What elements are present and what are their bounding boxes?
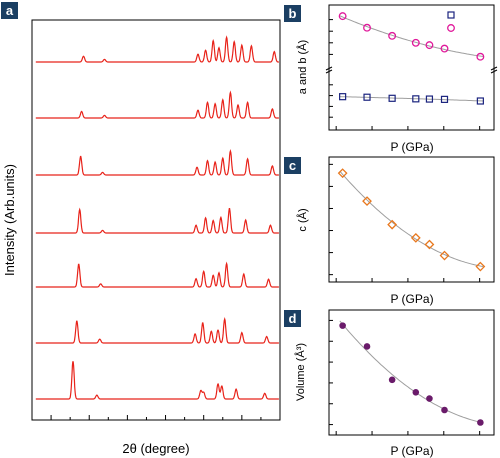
point-b-2: [388, 31, 397, 40]
point-c-1: [362, 196, 372, 207]
panel-b-frame: [328, 4, 495, 131]
point-volume-5: [441, 406, 448, 414]
point-c-0: [337, 168, 348, 179]
svg-text:d: d: [289, 311, 297, 326]
xrd-trace-4: [35, 261, 279, 288]
panel-b-ylabel: a and b (Å): [296, 40, 309, 94]
fit-curve-a: [339, 96, 484, 102]
point-b-6: [476, 52, 485, 61]
panel-c-xlabel: P (GPa): [390, 292, 433, 306]
panel-a-ylabel: Intensity (Arb.units): [2, 164, 17, 276]
svg-text:c (Å): c (Å): [296, 208, 309, 231]
point-a-1: [363, 93, 371, 101]
xrd-trace-5: [35, 317, 279, 344]
panel-c-frame: [328, 156, 495, 283]
axis-break-right: [490, 69, 498, 74]
panel-a-plot: [31, 35, 281, 420]
fit-curve-d: [339, 320, 484, 424]
xrd-trace-6: [35, 361, 279, 400]
panel-label-b: b: [284, 5, 301, 22]
point-c-4: [424, 239, 435, 250]
panel-label-c: c: [284, 157, 301, 174]
fit-curve-b: [339, 15, 484, 57]
xrd-trace-1: [35, 90, 279, 119]
point-a-2: [388, 94, 396, 102]
point-a-6: [476, 97, 484, 105]
legend-marker-a: [447, 11, 455, 19]
point-b-1: [363, 23, 371, 32]
panel-d-frame: [328, 309, 495, 436]
panel-d-xlabel: P (GPa): [390, 444, 433, 458]
point-volume-4: [426, 395, 433, 402]
panel-c-plot: [329, 163, 486, 282]
panel-b-xlabel: P (GPa): [390, 140, 433, 154]
point-c-6: [475, 261, 486, 272]
point-c-2: [387, 219, 398, 230]
point-a-3: [412, 95, 420, 103]
xrd-trace-3: [35, 207, 279, 234]
axis-break-left: [325, 69, 333, 74]
svg-text:a and b (Å): a and b (Å): [296, 40, 309, 94]
point-b-5: [440, 44, 449, 53]
panel-a-frame: [31, 19, 281, 421]
point-b-3: [411, 38, 420, 47]
xrd-trace-0: [35, 35, 279, 63]
point-b-4: [425, 41, 434, 50]
point-a-4: [425, 95, 434, 103]
point-volume-6: [477, 419, 484, 426]
xrd-trace-2: [35, 149, 279, 176]
point-b-0: [338, 12, 347, 21]
svg-text:b: b: [289, 6, 297, 21]
panel-label-a: a: [1, 2, 18, 19]
panel-d-ylabel: Volume (Å³): [294, 343, 307, 401]
point-c-3: [410, 232, 421, 243]
fit-curve-c: [339, 170, 484, 268]
axis-break-left: [325, 66, 333, 71]
point-a-5: [440, 95, 449, 103]
legend-marker-b: [447, 24, 455, 32]
point-c-5: [439, 250, 450, 261]
axis-break-right: [490, 66, 498, 71]
panel-label-d: d: [284, 310, 301, 327]
svg-text:Volume (Å³): Volume (Å³): [294, 343, 307, 401]
point-a-0: [339, 93, 347, 101]
svg-text:a: a: [6, 3, 14, 18]
point-volume-1: [363, 343, 371, 350]
panel-b-plot: [325, 11, 498, 130]
point-volume-3: [412, 388, 420, 396]
panel-d-plot: [329, 319, 484, 435]
panel-a-xlabel: 2θ (degree): [122, 441, 189, 456]
svg-text:c: c: [289, 158, 296, 173]
point-volume-2: [388, 376, 396, 384]
panel-c-ylabel: c (Å): [296, 208, 309, 231]
point-volume-0: [339, 322, 346, 329]
